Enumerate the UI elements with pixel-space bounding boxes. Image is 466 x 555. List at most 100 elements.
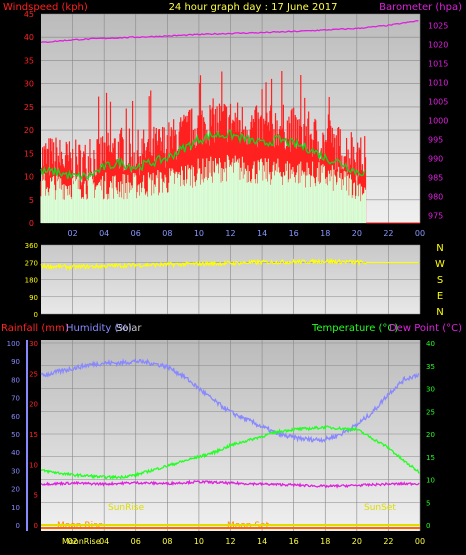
temp-panel: 0 10 20 30 40 50 60 70 80 90 100 0 5 10 15 20 25 30 0 5 10… — [7, 340, 435, 546]
wind-tick-label: 0 — [29, 219, 34, 228]
moonrise-bottom-label: MoonRise — [62, 537, 101, 546]
humidity-tick-label: 40 — [11, 449, 20, 457]
x-tick-label: 18 — [320, 537, 330, 546]
baro-tick-label: 1010 — [428, 78, 448, 87]
x-tick-label: 00 — [415, 229, 425, 238]
rain-y-ticks: 0 5 10 15 20 25 30 — [29, 340, 38, 530]
dir-tick-label: 270 — [25, 259, 38, 267]
humidity-tick-label: 100 — [7, 340, 20, 348]
x-tick-label: 14 — [257, 229, 267, 238]
baro-tick-label: 1025 — [428, 21, 448, 30]
humidity-tick-label: 20 — [11, 486, 20, 494]
baro-tick-label: 1015 — [428, 59, 448, 68]
x-tick-label: 20 — [352, 537, 362, 546]
x-tick-label: 08 — [162, 537, 172, 546]
wind-tick-label: 10 — [24, 173, 34, 182]
humidity-tick-label: 10 — [11, 504, 20, 512]
wind-tick-label: 30 — [24, 80, 34, 89]
rainfall-title: Rainfall (mm) — [1, 323, 69, 334]
barometer-line — [40, 20, 419, 44]
direction-letter: E — [437, 291, 443, 302]
dir-tick-label: 90 — [29, 294, 38, 302]
sunset-label: SunSet — [364, 503, 396, 513]
x-tick-label: 02 — [67, 537, 77, 546]
baro-y-ticks: 975 980 985 990 995 1000 1005 1010 1015 1020 1025 — [428, 21, 448, 220]
temp-tick-label: 5 — [426, 499, 430, 507]
x-tick-label: 12 — [225, 537, 235, 546]
dir-tick-label: 180 — [25, 277, 38, 285]
solar-title: Solar — [116, 323, 142, 334]
x-tick-label: 00 — [415, 537, 425, 546]
moon-bar — [41, 527, 420, 529]
x-tick-label: 12 — [225, 229, 235, 238]
rain-tick-label: 5 — [34, 492, 38, 500]
humidity-tick-label: 50 — [11, 431, 20, 439]
rain-tick-label: 15 — [29, 431, 38, 439]
wind-x-ticks: 02 04 06 08 10 12 14 16 18 20 22 00 — [67, 229, 425, 238]
rain-tick-label: 30 — [29, 340, 38, 348]
wind-tick-label: 25 — [24, 103, 34, 112]
baro-tick-label: 990 — [428, 154, 443, 163]
direction-line — [40, 257, 420, 271]
baro-tick-label: 1020 — [428, 40, 448, 49]
x-tick-label: 20 — [352, 229, 362, 238]
baro-tick-label: 1000 — [428, 116, 448, 125]
baro-tick-label: 995 — [428, 135, 443, 144]
x-tick-label: 14 — [257, 537, 267, 546]
x-tick-label: 06 — [131, 229, 141, 238]
wind-tick-label: 45 — [24, 10, 34, 19]
chart-title: 24 hour graph day : 17 June 2017 — [169, 2, 338, 13]
temperature-title: Temperature (°C) — [311, 323, 398, 334]
windspeed-title: Windspeed (kph) — [3, 2, 88, 13]
humidity-tick-label: 0 — [16, 522, 20, 530]
direction-lines — [40, 257, 420, 271]
direction-grid — [41, 244, 421, 315]
barometer-title: Barometer (hpa) — [379, 2, 462, 13]
direction-letter: N — [436, 243, 443, 254]
x-tick-label: 10 — [194, 537, 204, 546]
temp-tick-label: 10 — [426, 477, 435, 485]
humidity-title: Humidity (%) — [66, 323, 132, 334]
humidity-tick-label: 90 — [11, 358, 20, 366]
sun-moon-events: SunRise SunSet Moon Rise Moon Set MoonRi… — [41, 503, 420, 546]
x-tick-label: 02 — [67, 229, 77, 238]
temp-tick-label: 30 — [426, 386, 435, 394]
wind-tick-label: 20 — [24, 126, 34, 135]
humidity-y-ticks: 0 10 20 30 40 50 60 70 80 90 100 — [7, 340, 28, 531]
x-tick-label: 18 — [320, 229, 330, 238]
rain-tick-label: 20 — [29, 401, 38, 409]
x-tick-label: 06 — [131, 537, 141, 546]
dewpoint-line — [40, 479, 420, 489]
rain-tick-label: 10 — [29, 461, 38, 469]
temp-x-ticks: 02 04 06 08 10 12 14 16 18 20 22 00 — [67, 537, 425, 546]
direction-letter: S — [437, 275, 443, 286]
humidity-tick-label: 80 — [11, 376, 20, 384]
temp-tick-label: 40 — [426, 340, 435, 348]
dir-tick-label: 360 — [25, 242, 38, 250]
rain-tick-label: 25 — [29, 370, 38, 378]
baro-tick-label: 980 — [428, 192, 443, 201]
rain-tick-label: 0 — [34, 522, 38, 530]
humidity-tick-label: 60 — [11, 413, 20, 421]
x-tick-label: 04 — [99, 229, 109, 238]
temp-y-ticks: 0 5 10 15 20 25 30 35 40 — [426, 340, 435, 530]
direction-letter: W — [435, 259, 445, 270]
baro-tick-label: 985 — [428, 173, 443, 182]
direction-letter: N — [436, 307, 443, 318]
x-tick-label: 08 — [162, 229, 172, 238]
temp-tick-label: 35 — [426, 363, 435, 371]
humidity-tick-label: 30 — [11, 467, 20, 475]
dir-tick-label: 0 — [34, 311, 38, 319]
humidity-line — [40, 357, 420, 444]
baro-tick-label: 975 — [428, 211, 443, 220]
x-tick-label: 22 — [383, 537, 393, 546]
temp-tick-label: 25 — [426, 408, 435, 416]
temperature-line — [40, 425, 420, 481]
x-tick-label: 16 — [289, 537, 299, 546]
x-tick-label: 16 — [289, 229, 299, 238]
wind-lines — [40, 20, 420, 224]
